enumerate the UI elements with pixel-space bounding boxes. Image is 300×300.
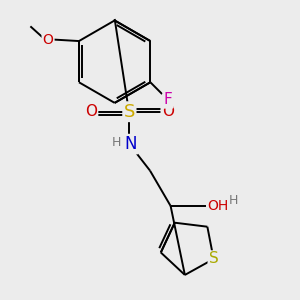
Text: O: O (162, 104, 174, 119)
Text: H: H (112, 136, 121, 149)
Text: N: N (124, 135, 137, 153)
Text: O: O (43, 33, 53, 46)
Text: O: O (85, 104, 97, 119)
Text: H: H (229, 194, 239, 207)
Text: S: S (209, 251, 218, 266)
Text: F: F (164, 92, 172, 107)
Text: OH: OH (207, 199, 228, 213)
Text: S: S (124, 103, 135, 121)
